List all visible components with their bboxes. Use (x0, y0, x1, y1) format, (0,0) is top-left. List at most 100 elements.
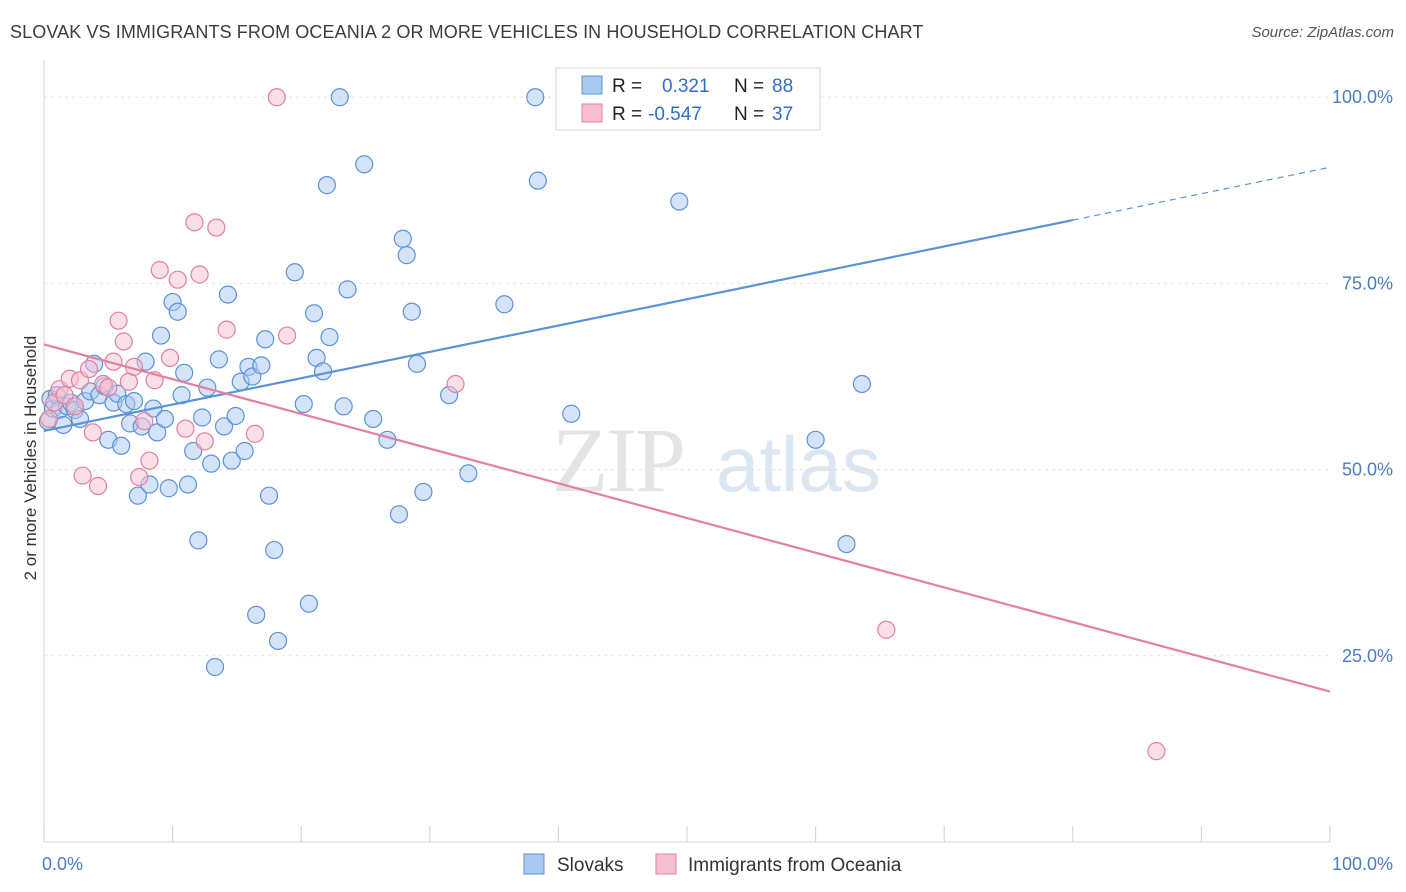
point-slovaks-29 (155, 409, 174, 429)
point-slovaks-71 (389, 505, 409, 524)
point-slovaks-28 (151, 326, 171, 345)
chart-title: SLOVAK VS IMMIGRANTS FROM OCEANIA 2 OR M… (10, 22, 924, 42)
point-slovaks-52 (252, 356, 271, 375)
point-oceania-24 (168, 270, 187, 289)
point-slovaks-53 (256, 330, 275, 349)
point-oceania-12 (99, 378, 118, 397)
point-slovaks-18 (112, 436, 131, 455)
trend-lines (43, 166, 1331, 693)
point-oceania-19 (135, 412, 154, 431)
point-slovaks-43 (214, 417, 234, 436)
point-slovaks-72 (393, 229, 412, 248)
point-slovaks-35 (178, 475, 198, 494)
point-slovaks-42 (209, 350, 228, 369)
point-slovaks-62 (313, 362, 333, 381)
legend-n-label-1: N = (734, 76, 764, 97)
source-label: Source: ZipAtlas.com (1251, 24, 1394, 41)
point-oceania-5 (65, 397, 84, 416)
point-oceania-18 (130, 467, 149, 487)
legend-r-value-oceania: -0.547 (648, 104, 702, 125)
point-slovaks-73 (397, 246, 416, 265)
point-slovaks-75 (407, 354, 427, 373)
point-oceania-27 (190, 265, 209, 284)
series-oceania-points (40, 88, 1166, 761)
point-oceania-23 (160, 348, 180, 368)
point-slovaks-55 (265, 540, 284, 560)
y-tick-label-3: 100.0% (1332, 87, 1393, 107)
point-slovaks-34 (175, 363, 194, 382)
point-slovaks-63 (317, 176, 337, 195)
point-slovaks-22 (128, 486, 147, 505)
point-slovaks-83 (837, 534, 856, 554)
legend-n-value-slovaks: 88 (772, 76, 793, 97)
axes (43, 60, 1331, 843)
point-slovaks-36 (184, 441, 203, 461)
point-slovaks-79 (526, 88, 545, 107)
point-slovaks-86 (562, 404, 581, 423)
point-slovaks-48 (235, 441, 254, 461)
point-oceania-22 (150, 260, 169, 280)
trend-line-slovaks (43, 219, 1074, 432)
point-slovaks-68 (355, 155, 374, 174)
point-slovaks-57 (285, 263, 304, 282)
legend-swatch-oceania (581, 103, 603, 123)
legend-r-label-1: R = (612, 76, 642, 97)
point-oceania-35 (877, 620, 896, 639)
point-oceania-25 (176, 419, 195, 438)
point-slovaks-74 (402, 302, 421, 321)
point-slovaks-37 (189, 531, 208, 550)
series-legend: Slovaks Immigrants from Oceania (523, 853, 902, 876)
point-slovaks-76 (414, 482, 433, 502)
y-tick-label-1: 50.0% (1342, 460, 1393, 480)
point-slovaks-38 (193, 408, 212, 427)
point-oceania-33 (277, 326, 297, 345)
legend-swatch-slovaks (581, 75, 603, 95)
watermark-atlas: atlas (716, 420, 881, 508)
point-oceania-9 (83, 423, 102, 442)
legend-n-label-2: N = (734, 104, 764, 125)
point-oceania-29 (207, 218, 226, 237)
point-slovaks-78 (495, 295, 514, 314)
legend-n-value-oceania: 37 (772, 104, 793, 125)
point-slovaks-84 (852, 374, 871, 394)
point-slovaks-44 (218, 285, 237, 304)
point-slovaks-27 (148, 423, 167, 442)
point-slovaks-58 (294, 394, 313, 414)
point-oceania-20 (140, 451, 159, 470)
watermark-zip: ZIP (552, 409, 684, 511)
point-oceania-32 (267, 88, 286, 107)
point-oceania-15 (114, 332, 133, 351)
point-oceania-3 (55, 386, 74, 405)
stats-legend: R = 0.321 N = 88 R = -0.547 N = 37 (555, 67, 821, 131)
tick-labels: 25.0% 50.0% 75.0% 100.0% 0.0% 100.0% (42, 87, 1393, 874)
point-slovaks-87 (459, 464, 478, 483)
bottom-legend-label-oceania: Immigrants from Oceania (688, 855, 902, 876)
bottom-legend-label-slovaks: Slovaks (557, 855, 624, 876)
legend-r-label-2: R = (612, 104, 642, 125)
point-slovaks-41 (205, 657, 225, 677)
point-oceania-28 (195, 432, 214, 451)
point-slovaks-65 (330, 88, 349, 107)
point-slovaks-59 (299, 594, 319, 613)
point-slovaks-60 (304, 304, 324, 323)
point-oceania-10 (88, 476, 108, 496)
point-slovaks-82 (806, 430, 825, 449)
point-slovaks-45 (222, 451, 241, 470)
point-oceania-7 (73, 466, 92, 485)
x-tick-label-0: 0.0% (42, 854, 83, 874)
point-slovaks-54 (259, 486, 279, 505)
y-axis-label: 2 or more Vehicles in Household (21, 336, 40, 581)
point-slovaks-64 (320, 327, 339, 347)
point-oceania-31 (245, 424, 265, 443)
x-tick-label-1: 100.0% (1332, 854, 1393, 874)
point-oceania-0 (40, 409, 59, 429)
point-slovaks-40 (202, 454, 221, 473)
point-slovaks-51 (247, 605, 266, 624)
bottom-legend-swatch-oceania (655, 853, 677, 875)
legend-r-value-slovaks: 0.321 (662, 76, 710, 97)
point-oceania-26 (185, 213, 204, 232)
point-slovaks-32 (168, 302, 187, 321)
trend-line-oceania (43, 343, 1331, 693)
point-slovaks-81 (670, 192, 689, 211)
